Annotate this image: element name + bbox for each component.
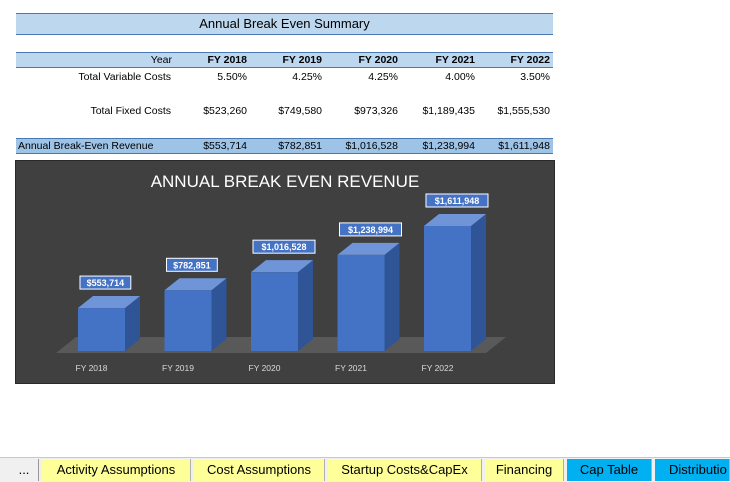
- category-label: FY 2020: [249, 363, 281, 373]
- data-label-box: [79, 275, 132, 290]
- fixed-costs-label: Total Fixed Costs: [90, 105, 171, 117]
- bar-top: [337, 242, 400, 255]
- summary-title: Annual Break Even Summary: [16, 13, 553, 35]
- chart-svg: ANNUAL BREAK EVEN REVENUE $553,714 FY 201…: [56, 172, 506, 373]
- variable-cost-cell: 4.25%: [368, 71, 398, 83]
- category-label: FY 2021: [335, 363, 367, 373]
- revenue-label: Annual Break-Even Revenue: [18, 140, 154, 152]
- data-label-box: [425, 193, 489, 208]
- revenue-cell: $1,611,948: [498, 140, 550, 152]
- tab-cost-assumptions[interactable]: Cost Assumptions: [194, 459, 325, 481]
- year-header: FY 2019: [282, 54, 322, 66]
- variable-cost-cell: 4.25%: [292, 71, 322, 83]
- bar: [424, 226, 471, 351]
- bar: [337, 254, 385, 351]
- revenue-row: [16, 138, 553, 154]
- revenue-cell: $553,714: [203, 140, 247, 152]
- data-label: $1,016,528: [261, 242, 306, 252]
- bar-top: [78, 296, 140, 309]
- bar-top: [424, 214, 486, 226]
- tab-distributions[interactable]: Distributio: [655, 459, 730, 481]
- revenue-cell: $1,238,994: [422, 140, 475, 152]
- data-label: $1,238,994: [348, 225, 393, 235]
- year-header-row: [16, 52, 553, 68]
- bar-side: [471, 214, 486, 351]
- variable-costs-label: Total Variable Costs: [78, 71, 171, 83]
- variable-cost-cell: 4.00%: [445, 71, 475, 83]
- fixed-cost-cell: $1,189,435: [422, 105, 475, 117]
- fixed-cost-cell: $973,326: [354, 105, 398, 117]
- bar-top: [164, 278, 227, 291]
- bar-side: [211, 278, 227, 351]
- year-header: FY 2018: [207, 54, 247, 66]
- tab-cap-table[interactable]: Cap Table: [567, 459, 652, 481]
- more-tabs-button[interactable]: ...: [10, 459, 39, 481]
- break-even-chart[interactable]: ANNUAL BREAK EVEN REVENUE $553,714 FY 201…: [15, 160, 555, 384]
- variable-cost-cell: 5.50%: [217, 71, 247, 83]
- bar: [164, 290, 212, 351]
- fixed-cost-cell: $523,260: [203, 105, 247, 117]
- year-header: FY 2020: [358, 54, 398, 66]
- sheet-tab-bar: ... Activity Assumptions Cost Assumption…: [0, 457, 730, 482]
- bar-top: [251, 260, 313, 273]
- bar-side: [125, 296, 140, 351]
- category-label: FY 2018: [76, 363, 108, 373]
- data-label-box: [339, 222, 402, 237]
- data-label: $553,714: [87, 278, 125, 288]
- data-label: $1,611,948: [435, 196, 480, 206]
- fixed-cost-cell: $1,555,530: [497, 105, 550, 117]
- data-label-box: [252, 239, 316, 254]
- bar: [78, 308, 125, 351]
- chart-title: ANNUAL BREAK EVEN REVENUE: [151, 172, 420, 191]
- bar-side: [298, 260, 313, 351]
- year-header: FY 2021: [435, 54, 475, 66]
- tab-activity-assumptions[interactable]: Activity Assumptions: [42, 459, 191, 481]
- category-label: FY 2019: [162, 363, 194, 373]
- tab-financing[interactable]: Financing: [485, 459, 564, 481]
- fixed-cost-cell: $749,580: [278, 105, 322, 117]
- category-label: FY 2022: [422, 363, 454, 373]
- revenue-cell: $1,016,528: [345, 140, 398, 152]
- tab-startup-costs[interactable]: Startup Costs&CapEx: [328, 459, 482, 481]
- variable-cost-cell: 3.50%: [520, 71, 550, 83]
- revenue-cell: $782,851: [278, 140, 322, 152]
- bar-side: [384, 242, 400, 351]
- bar: [251, 272, 298, 351]
- year-label: Year: [150, 54, 172, 66]
- data-label-box: [166, 257, 218, 272]
- data-label: $782,851: [173, 260, 211, 270]
- year-header: FY 2022: [510, 54, 550, 66]
